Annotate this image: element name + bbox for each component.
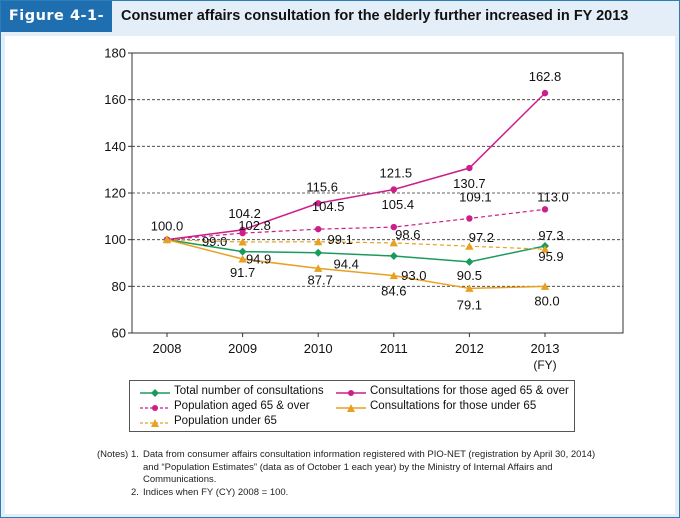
- data-point: [314, 248, 323, 257]
- series-line-4: [166, 239, 546, 250]
- data-point: [238, 247, 247, 256]
- note-1-number: 1.: [131, 449, 139, 460]
- data-point: [390, 186, 397, 193]
- data-label: 93.0: [401, 268, 426, 283]
- series-layer: [162, 89, 550, 292]
- y-tick-label: 120: [104, 186, 126, 201]
- data-point: [314, 264, 323, 272]
- note-1-text: Data from consumer affairs consultation …: [143, 449, 596, 485]
- data-label: 97.2: [469, 230, 494, 245]
- figure-title: Consumer affairs consultation for the el…: [121, 8, 629, 24]
- legend-swatch-under65-population: [140, 419, 170, 427]
- note-2-text: Indices when FY (CY) 2008 = 100.: [143, 486, 289, 498]
- data-point: [465, 242, 474, 250]
- legend-label-under65-population: Population under 65: [174, 415, 277, 427]
- data-label: 99.0: [202, 234, 227, 249]
- legend-swatch-total: [140, 389, 170, 397]
- data-point: [389, 271, 398, 280]
- y-tick-label: 140: [104, 139, 126, 154]
- data-point: [314, 237, 323, 246]
- chart-notes: (Notes) 1. Data from consumer affairs co…: [97, 449, 597, 499]
- data-label: 162.8: [529, 69, 562, 84]
- x-tick-label: 2009: [228, 341, 257, 356]
- data-label: 121.5: [380, 166, 413, 181]
- data-label: 98.6: [395, 227, 420, 242]
- legend-swatch-elderly-population: [140, 405, 170, 411]
- series-line-1: [166, 92, 546, 241]
- data-point: [466, 164, 473, 172]
- data-label: 94.9: [246, 252, 271, 267]
- chart-legend: Total number of consultations Consultati…: [129, 380, 575, 432]
- x-tick-label: 2010: [304, 341, 333, 356]
- data-point: [390, 223, 397, 231]
- data-point: [541, 206, 549, 213]
- note-2: 2. Indices when FY (CY) 2008 = 100.: [97, 487, 597, 500]
- data-point: [541, 89, 549, 97]
- data-point: [389, 252, 398, 260]
- x-tick-label: 2008: [153, 341, 182, 356]
- data-label: 90.5: [457, 268, 482, 283]
- series-line-2: [166, 208, 546, 241]
- note-1: (Notes) 1. Data from consumer affairs co…: [97, 449, 597, 487]
- legend-label-elderly-consultations: Consultations for those aged 65 & over: [370, 385, 569, 397]
- data-label-layer: 94.9 94.4 93.0 90.5 97.3 100.0 104.2 115.6 121.5…: [151, 69, 569, 312]
- data-label: 113.0: [537, 189, 569, 204]
- data-point: [465, 257, 474, 266]
- figure-label: Figure 4-1-15: [1, 1, 112, 55]
- data-point: [238, 255, 247, 263]
- data-point: [466, 215, 473, 222]
- legend-label-under65-consultations: Consultations for those under 65: [370, 400, 537, 412]
- legend-swatch-elderly-consultations: [336, 390, 366, 396]
- figure-header: Figure 4-1-15 Consumer affairs consultat…: [1, 1, 679, 55]
- data-point: [540, 245, 550, 253]
- data-point: [239, 229, 246, 237]
- data-point: [238, 238, 247, 246]
- data-label: 100.0: [151, 219, 184, 234]
- note-2-number: 2.: [131, 486, 139, 498]
- data-label: 99.1: [328, 232, 353, 247]
- data-point: [315, 225, 322, 233]
- data-label: 84.6: [381, 284, 406, 299]
- y-tick-label: 60: [112, 326, 126, 341]
- data-label: 80.0: [534, 293, 559, 308]
- x-unit-label: (FY): [533, 358, 556, 372]
- data-label: 109.1: [459, 189, 492, 204]
- data-label: 97.3: [538, 228, 563, 243]
- data-point: [315, 200, 322, 207]
- data-label: 87.7: [308, 272, 333, 287]
- x-tick-label: 2011: [380, 341, 408, 356]
- legend-label-total: Total number of consultations: [174, 385, 324, 397]
- line-chart: 60 80 100 120 140 160 180 2008 2009 2010 2011 2012 2…: [104, 46, 624, 372]
- x-tick-label: 2013: [531, 341, 560, 356]
- data-label: 79.1: [457, 297, 482, 312]
- data-label: 95.9: [538, 249, 563, 264]
- data-label: 94.4: [334, 257, 359, 272]
- data-label: 115.6: [306, 179, 338, 194]
- legend-swatch-under65-consultations: [336, 404, 366, 412]
- data-point: [389, 238, 398, 247]
- data-point: [465, 284, 474, 292]
- legend-label-elderly-population: Population aged 65 & over: [174, 400, 310, 412]
- y-tick-label: 100: [104, 232, 126, 247]
- chart-panel: 60 80 100 120 140 160 180 2008 2009 2010 2011 2012 2…: [5, 36, 675, 514]
- data-label: 130.7: [453, 176, 486, 191]
- notes-prefix: (Notes): [97, 449, 129, 460]
- axis-layer: 60 80 100 120 140 160 180 2008 2009 2010 2011 2012 2…: [104, 46, 624, 372]
- data-point: [162, 235, 172, 244]
- data-label: 102.8: [238, 218, 271, 233]
- data-point: [540, 282, 550, 290]
- y-tick-label: 80: [112, 279, 126, 294]
- x-tick-label: 2012: [455, 341, 484, 356]
- series-line-0: [166, 238, 546, 263]
- y-tick-label: 180: [104, 46, 126, 61]
- data-label: 91.7: [230, 265, 255, 280]
- series-line-3: [166, 238, 546, 290]
- data-label: 105.4: [382, 197, 415, 212]
- data-label: 104.2: [228, 206, 261, 221]
- y-tick-label: 160: [104, 92, 126, 107]
- data-label: 104.5: [312, 199, 345, 214]
